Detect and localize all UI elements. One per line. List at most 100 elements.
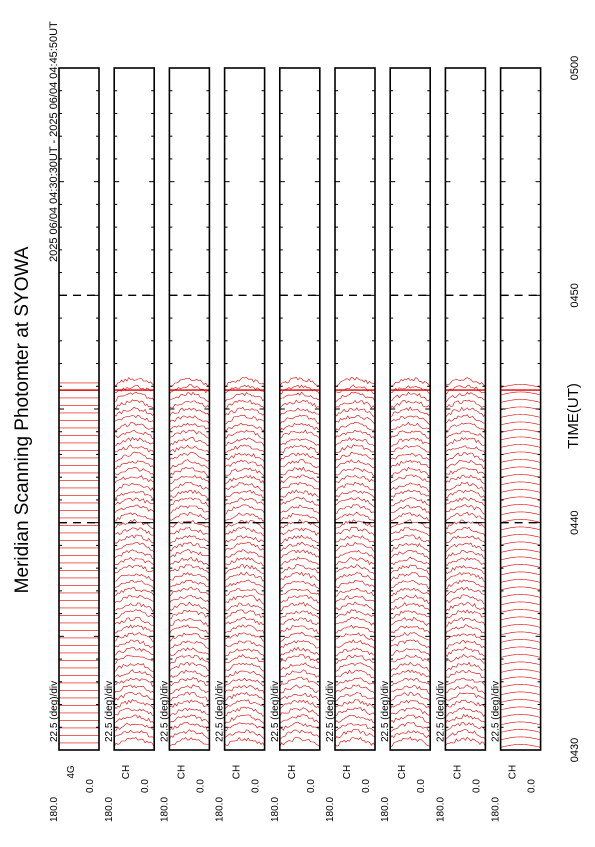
trace-line bbox=[114, 527, 155, 536]
time-tick-label: 0450 bbox=[569, 283, 581, 307]
angle-min-label: 0.0 bbox=[471, 779, 482, 793]
trace-line bbox=[224, 429, 265, 440]
trace-line bbox=[279, 414, 321, 425]
trace-line bbox=[279, 376, 320, 388]
trace-line bbox=[389, 556, 431, 566]
trace-line bbox=[334, 654, 376, 664]
trace-line bbox=[389, 631, 431, 642]
trace-line bbox=[169, 661, 210, 673]
trace-line bbox=[279, 549, 321, 560]
trace-line bbox=[224, 422, 265, 433]
trace-line bbox=[279, 504, 321, 515]
trace-line bbox=[500, 526, 541, 531]
trace-line bbox=[500, 436, 541, 441]
trace-line bbox=[500, 496, 541, 501]
trace-line bbox=[279, 452, 320, 463]
trace-line bbox=[169, 699, 210, 708]
trace-line bbox=[334, 519, 376, 529]
trace-line bbox=[500, 661, 541, 666]
trace-line bbox=[224, 594, 265, 605]
trace-line bbox=[279, 564, 321, 574]
trace-line bbox=[334, 407, 376, 417]
trace-line bbox=[334, 526, 376, 538]
trace-line bbox=[390, 534, 431, 544]
trace-line bbox=[334, 511, 376, 523]
trace-line bbox=[334, 714, 376, 724]
trace-line bbox=[334, 414, 376, 425]
trace-line bbox=[279, 481, 321, 491]
trace-line bbox=[445, 526, 486, 538]
trace-line bbox=[113, 549, 155, 560]
trace-line bbox=[500, 384, 541, 388]
trace-line bbox=[224, 654, 265, 664]
trace-line bbox=[500, 556, 541, 561]
trace-line bbox=[114, 460, 155, 470]
trace-line bbox=[334, 572, 376, 583]
angle-min-label: 0.0 bbox=[361, 779, 372, 793]
trace-line bbox=[224, 557, 265, 567]
trace-line bbox=[169, 691, 210, 702]
trace-line bbox=[224, 512, 265, 522]
trace-line bbox=[169, 541, 210, 552]
trace-line bbox=[113, 504, 155, 515]
scale-label: 22.5 (deg)/div bbox=[215, 681, 226, 742]
trace-line bbox=[169, 640, 210, 650]
trace-line bbox=[169, 400, 210, 409]
trace-line bbox=[334, 467, 376, 476]
trace-line bbox=[500, 691, 541, 696]
trace-line bbox=[334, 723, 376, 732]
trace-line bbox=[445, 617, 486, 628]
trace-line bbox=[279, 588, 321, 598]
trace-line bbox=[334, 639, 376, 650]
trace-line bbox=[389, 489, 431, 498]
angle-max-label: 180.0 bbox=[159, 797, 170, 822]
trace-line bbox=[445, 445, 486, 455]
trace-line bbox=[389, 512, 431, 522]
trace-line bbox=[279, 474, 320, 485]
trace-line bbox=[114, 406, 155, 417]
trace-line bbox=[500, 706, 541, 711]
trace-line bbox=[334, 437, 376, 447]
trace-line bbox=[334, 564, 376, 575]
trace-line bbox=[169, 586, 210, 597]
trace-line bbox=[113, 564, 155, 575]
trace-line bbox=[169, 422, 210, 433]
trace-line bbox=[169, 466, 210, 478]
trace-line bbox=[279, 684, 320, 694]
channel-label: CH bbox=[176, 765, 187, 779]
trace-line bbox=[279, 534, 320, 544]
trace-line bbox=[389, 572, 431, 583]
trace-line bbox=[224, 617, 265, 626]
trace-line bbox=[500, 406, 541, 411]
trace-line bbox=[279, 459, 320, 469]
trace-line bbox=[114, 663, 155, 673]
trace-line bbox=[445, 572, 486, 583]
trace-line bbox=[445, 422, 486, 433]
trace-line bbox=[389, 452, 431, 461]
trace-line bbox=[279, 581, 321, 591]
trace-line bbox=[279, 571, 320, 582]
trace-line bbox=[334, 580, 376, 589]
trace-line bbox=[500, 736, 541, 741]
trace-line bbox=[445, 467, 486, 477]
trace-line bbox=[445, 736, 486, 747]
scale-label: 22.5 (deg)/div bbox=[159, 681, 170, 742]
trace-line bbox=[224, 549, 265, 558]
trace-line bbox=[334, 549, 376, 560]
trace-line bbox=[389, 602, 431, 612]
trace-line bbox=[114, 624, 155, 634]
trace-line bbox=[114, 384, 155, 394]
trace-line bbox=[334, 541, 376, 553]
trace-line bbox=[390, 616, 431, 626]
trace-line bbox=[224, 452, 265, 463]
angle-min-label: 0.0 bbox=[306, 779, 317, 793]
trace-line bbox=[500, 511, 541, 516]
trace-line bbox=[114, 512, 155, 522]
trace-line bbox=[445, 654, 486, 664]
trace-line bbox=[500, 639, 541, 643]
trace-line bbox=[445, 633, 486, 641]
panel bbox=[58, 67, 100, 751]
trace-line bbox=[279, 527, 321, 537]
angle-min-label: 0.0 bbox=[251, 779, 262, 793]
trace-line bbox=[113, 534, 155, 544]
